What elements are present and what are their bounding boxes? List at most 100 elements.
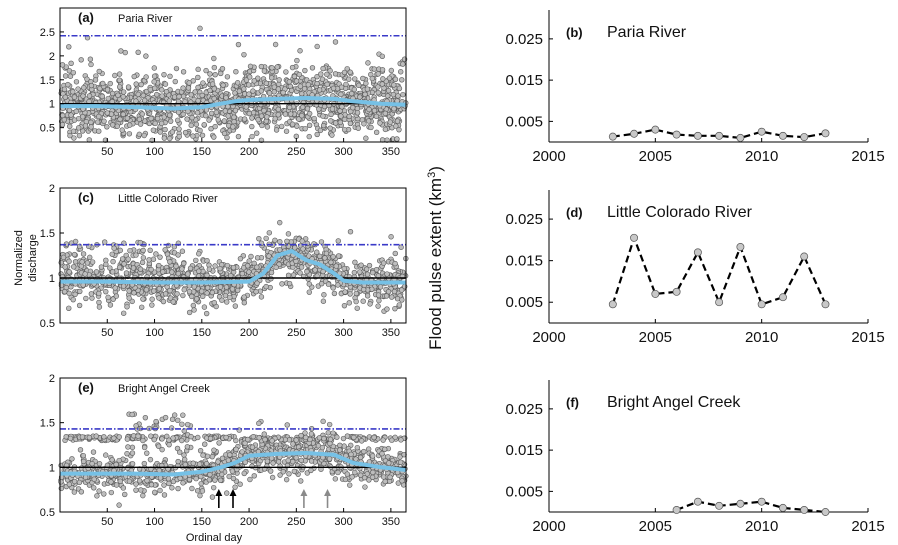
data-point [800, 252, 809, 261]
point [394, 118, 401, 124]
y-tick-label: 1 [49, 462, 55, 474]
point [347, 120, 354, 127]
point [337, 447, 343, 453]
point [379, 67, 386, 73]
point [335, 238, 341, 244]
point [180, 412, 186, 418]
point [285, 231, 292, 237]
point [326, 421, 333, 428]
point [385, 454, 391, 460]
point [159, 436, 165, 442]
point [113, 461, 119, 468]
point [332, 476, 339, 482]
point [77, 447, 84, 453]
panel-label: (e) [78, 380, 94, 395]
point [116, 71, 123, 77]
point [383, 293, 390, 299]
point [258, 63, 265, 70]
point [200, 80, 206, 86]
point [344, 66, 350, 72]
point [258, 88, 265, 94]
point [300, 104, 306, 110]
point [251, 473, 257, 479]
point [388, 67, 395, 74]
point [360, 298, 366, 304]
point [379, 450, 385, 457]
point [59, 121, 66, 128]
point [200, 452, 206, 458]
median-line [60, 451, 407, 477]
point [138, 81, 144, 88]
point [167, 73, 173, 80]
point [76, 132, 83, 139]
point [358, 438, 365, 444]
point [116, 502, 122, 508]
point [289, 64, 296, 71]
point [366, 106, 372, 113]
point [140, 437, 146, 444]
point [286, 79, 293, 85]
point [335, 282, 341, 288]
point [369, 75, 375, 82]
point [62, 94, 68, 100]
point [266, 230, 273, 236]
point [208, 110, 215, 117]
point [83, 295, 89, 302]
point [189, 114, 195, 121]
point [362, 91, 368, 98]
point [71, 478, 78, 485]
point [171, 244, 178, 250]
data-point [630, 233, 639, 242]
point [179, 248, 186, 254]
point [148, 115, 154, 122]
x-tick-label: 150 [193, 327, 211, 339]
point [87, 56, 94, 62]
point [268, 269, 275, 276]
point [224, 299, 230, 305]
panel-f: 2000 2005 2010 2015 0.005 0.015 0.025 (f) Bright… [505, 380, 885, 535]
point [157, 487, 163, 494]
point [77, 288, 83, 295]
point [360, 75, 366, 82]
point [286, 104, 293, 111]
x-tick-label: 250 [287, 327, 305, 339]
point [111, 245, 117, 251]
arrow-marker [215, 489, 223, 508]
point [124, 304, 130, 310]
point [292, 245, 298, 251]
point [263, 80, 270, 87]
point [73, 79, 80, 85]
point [388, 234, 394, 240]
point [283, 128, 290, 134]
point [126, 295, 132, 301]
point [312, 267, 318, 273]
point [199, 92, 205, 99]
point [387, 474, 393, 480]
data-point [821, 508, 830, 516]
point [116, 77, 123, 83]
point [108, 479, 114, 485]
point [92, 77, 99, 83]
point [125, 256, 131, 262]
point [341, 69, 348, 76]
point [346, 300, 352, 306]
point [162, 126, 168, 133]
point [234, 80, 241, 86]
point [217, 477, 224, 484]
point [102, 137, 109, 143]
point [316, 87, 323, 93]
point [72, 291, 78, 297]
point [176, 126, 182, 132]
x-tick-label: 2005 [639, 329, 672, 346]
point [249, 133, 255, 140]
point [138, 487, 144, 493]
point [299, 238, 305, 244]
point [137, 121, 144, 127]
point [370, 469, 376, 476]
point [285, 272, 292, 279]
point [376, 297, 382, 304]
point [212, 123, 218, 130]
point [143, 53, 149, 59]
point [149, 296, 155, 302]
point [195, 66, 201, 73]
